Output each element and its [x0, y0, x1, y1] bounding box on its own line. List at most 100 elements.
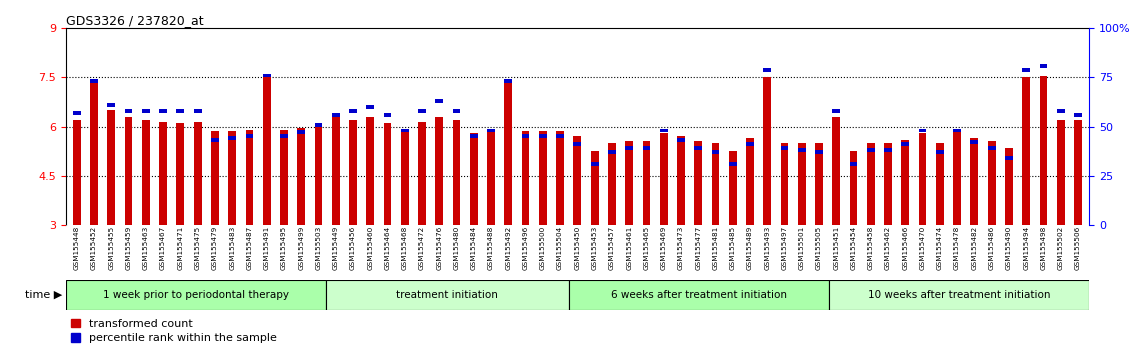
Bar — [280, 135, 287, 138]
Bar — [383, 113, 391, 117]
Bar — [228, 136, 236, 140]
Bar — [331, 113, 339, 117]
Bar — [569, 280, 829, 310]
Bar — [1005, 156, 1012, 160]
Bar — [297, 131, 305, 135]
Bar — [573, 142, 581, 146]
Bar — [193, 109, 201, 113]
Bar — [642, 146, 650, 150]
Bar — [193, 122, 201, 225]
Bar — [349, 120, 357, 225]
Bar — [625, 146, 633, 150]
Bar — [1022, 78, 1030, 225]
Bar — [1039, 76, 1047, 225]
Bar — [66, 280, 326, 310]
Bar — [400, 129, 408, 132]
Bar — [608, 150, 615, 154]
Bar — [987, 146, 995, 150]
Text: time ▶: time ▶ — [25, 290, 62, 300]
Bar — [694, 146, 702, 150]
Bar — [987, 141, 995, 225]
Bar — [797, 148, 805, 152]
Bar — [504, 79, 512, 83]
Bar — [780, 146, 788, 150]
Bar — [297, 128, 305, 225]
Text: treatment initiation: treatment initiation — [396, 290, 498, 300]
Bar — [262, 78, 270, 225]
Bar — [72, 120, 80, 225]
Bar — [1074, 120, 1082, 225]
Bar — [970, 140, 978, 144]
Bar — [608, 143, 615, 225]
Bar — [349, 109, 357, 113]
Bar — [1074, 113, 1082, 117]
Bar — [677, 138, 685, 142]
Bar — [1022, 68, 1030, 72]
Bar — [815, 150, 823, 154]
Bar — [625, 141, 633, 225]
Bar — [143, 120, 149, 225]
Bar — [452, 109, 460, 113]
Bar — [176, 109, 184, 113]
Bar — [366, 105, 374, 109]
Bar — [124, 109, 132, 113]
Bar — [763, 68, 771, 72]
Bar — [211, 138, 218, 142]
Bar — [711, 150, 719, 154]
Bar — [314, 127, 322, 225]
Bar — [418, 109, 426, 113]
Bar — [867, 148, 874, 152]
Bar — [469, 135, 477, 138]
Bar — [1056, 120, 1064, 225]
Bar — [659, 129, 667, 132]
Bar — [970, 138, 978, 225]
Bar — [677, 136, 685, 225]
Bar — [245, 135, 253, 138]
Bar — [849, 151, 857, 225]
Bar — [383, 123, 391, 225]
Bar — [849, 162, 857, 166]
Bar — [539, 135, 546, 138]
Bar — [867, 143, 874, 225]
Bar — [711, 143, 719, 225]
Bar — [90, 79, 98, 83]
Bar — [884, 148, 892, 152]
Bar — [159, 122, 167, 225]
Bar — [556, 135, 564, 138]
Bar — [452, 120, 460, 225]
Bar — [176, 123, 184, 225]
Bar — [642, 141, 650, 225]
Bar — [1005, 148, 1012, 225]
Bar — [262, 74, 270, 78]
Bar — [1056, 109, 1064, 113]
Bar — [728, 162, 736, 166]
Legend: transformed count, percentile rank within the sample: transformed count, percentile rank withi… — [71, 319, 277, 343]
Bar — [366, 117, 374, 225]
Bar — [659, 133, 667, 225]
Bar — [72, 111, 80, 115]
Bar — [435, 99, 443, 103]
Bar — [124, 117, 132, 225]
Bar — [211, 131, 218, 225]
Bar — [1039, 64, 1047, 68]
Text: 10 weeks after treatment initiation: 10 weeks after treatment initiation — [867, 290, 1051, 300]
Bar — [143, 109, 149, 113]
Bar — [539, 131, 546, 225]
Bar — [728, 151, 736, 225]
Bar — [832, 117, 840, 225]
Text: 1 week prior to periodontal therapy: 1 week prior to periodontal therapy — [103, 290, 288, 300]
Bar — [884, 143, 892, 225]
Bar — [746, 138, 754, 225]
Bar — [314, 122, 322, 127]
Bar — [901, 140, 909, 225]
Bar — [521, 135, 529, 138]
Bar — [90, 81, 98, 225]
Bar — [901, 142, 909, 146]
Bar — [746, 142, 754, 146]
Bar — [159, 109, 167, 113]
Bar — [573, 136, 581, 225]
Bar — [521, 131, 529, 225]
Bar — [953, 130, 961, 225]
Bar — [107, 103, 115, 107]
Bar — [107, 110, 115, 225]
